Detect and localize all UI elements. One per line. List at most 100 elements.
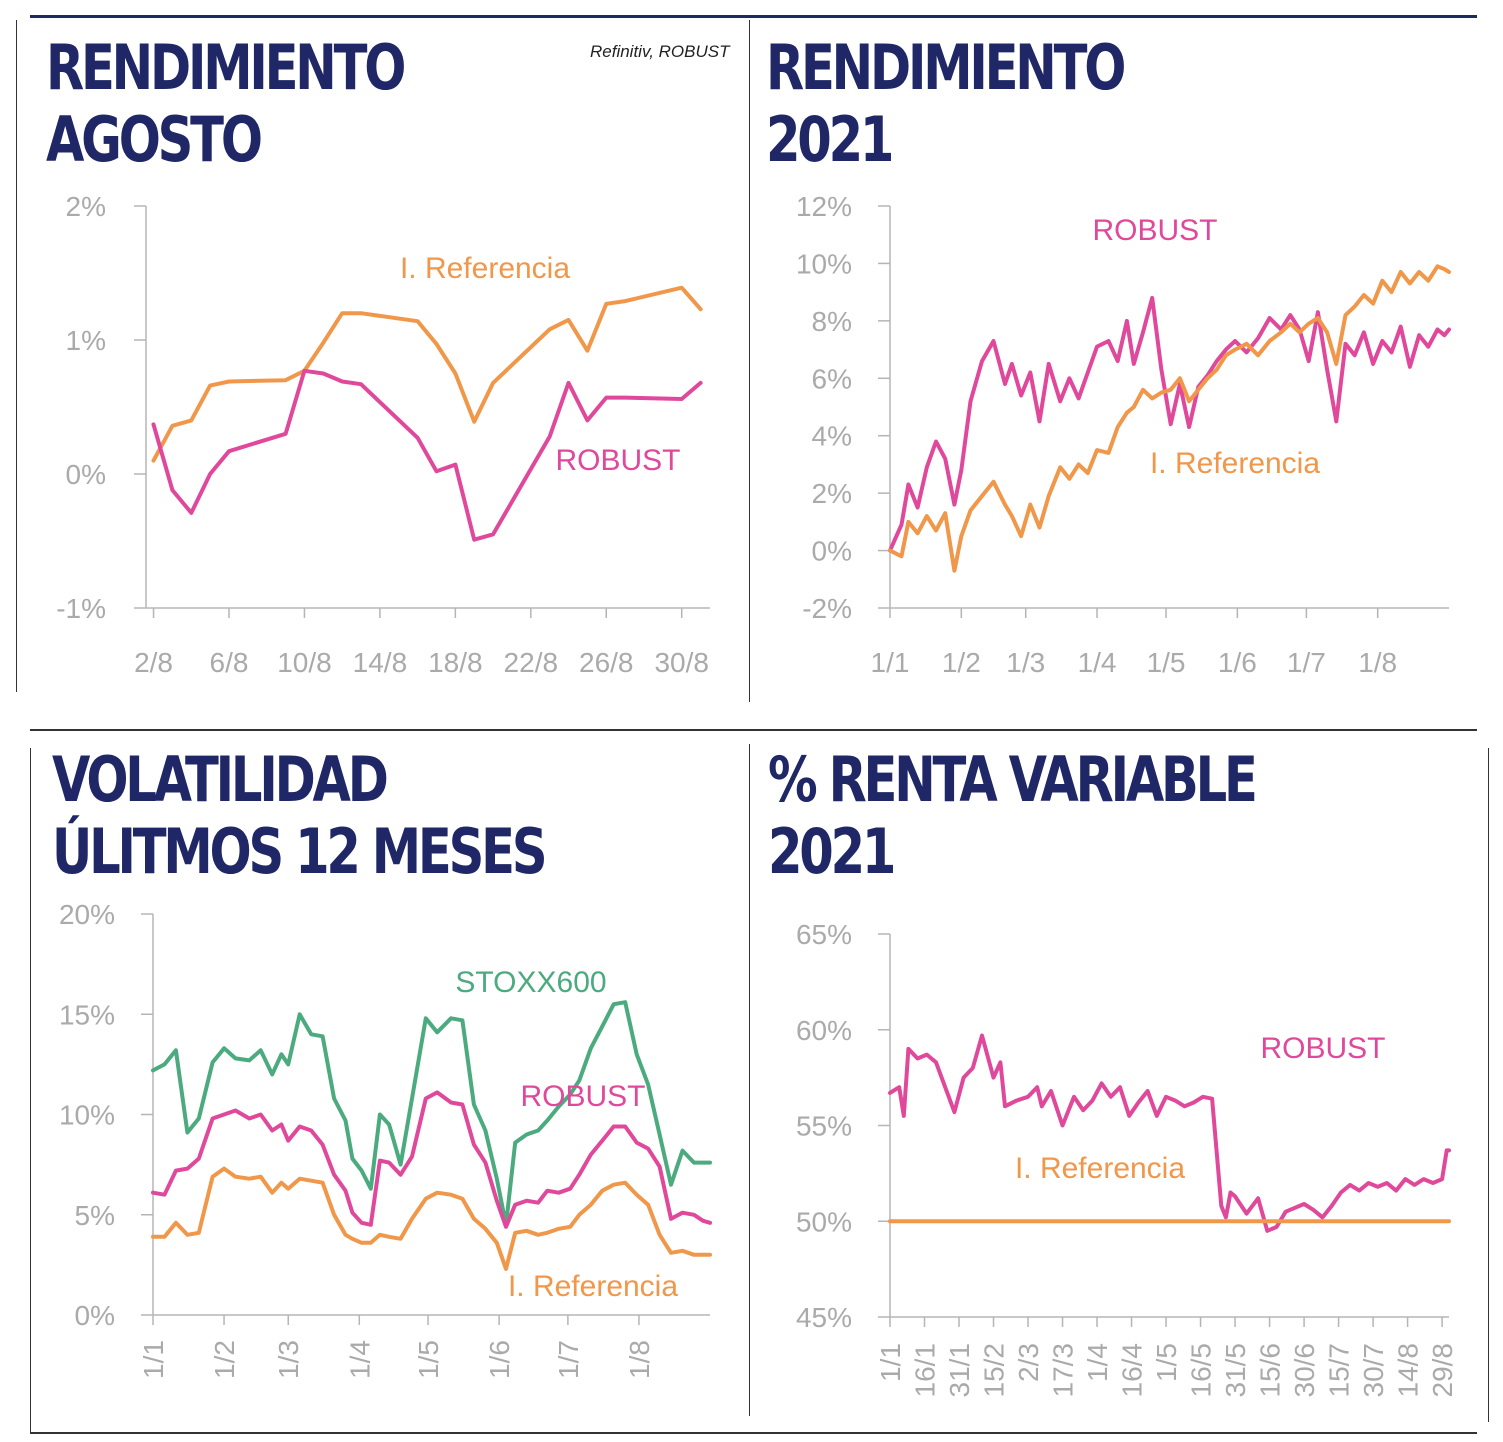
y-tick-label: 2% bbox=[66, 191, 106, 222]
x-tick-label: 15/7 bbox=[1324, 1343, 1355, 1398]
x-tick-label: 1/4 bbox=[1078, 647, 1117, 678]
x-tick-label: 31/1 bbox=[944, 1343, 975, 1398]
x-tick-label: 1/3 bbox=[1006, 647, 1045, 678]
title-line: AGOSTO bbox=[46, 103, 263, 176]
x-tick-label: 1/2 bbox=[942, 647, 981, 678]
x-tick-label: 18/8 bbox=[428, 647, 483, 678]
series-label-referencia: I. Referencia bbox=[400, 252, 570, 285]
x-tick-label: 1/5 bbox=[1151, 1343, 1182, 1382]
y-tick-label: 50% bbox=[796, 1206, 852, 1237]
series-line-stoxx bbox=[151, 1000, 712, 1227]
x-tick-label: 1/2 bbox=[209, 1340, 240, 1379]
y-tick-label: 0% bbox=[812, 536, 852, 567]
title-line: 2021 bbox=[766, 103, 894, 176]
x-tick-label: 1/7 bbox=[553, 1340, 584, 1379]
y-tick-label: 5% bbox=[75, 1200, 115, 1231]
x-tick-label: 15/6 bbox=[1255, 1343, 1286, 1398]
y-tick-label: 10% bbox=[796, 248, 852, 279]
series-line-robust bbox=[888, 1033, 1451, 1233]
panel-title-rendimiento-agosto: RENDIMIENTO AGOSTO bbox=[46, 31, 406, 176]
right-frame-bottom bbox=[1488, 748, 1489, 1422]
x-tick-label: 1/7 bbox=[1287, 647, 1326, 678]
x-tick-label: 22/8 bbox=[504, 647, 559, 678]
y-tick-label: -2% bbox=[802, 593, 852, 624]
y-tick-label: 20% bbox=[59, 899, 115, 930]
series-label-stoxx: STOXX600 bbox=[455, 966, 606, 999]
series-line-referencia bbox=[151, 285, 703, 463]
x-tick-label: 1/1 bbox=[875, 1343, 906, 1382]
x-tick-label: 26/8 bbox=[579, 647, 634, 678]
y-tick-label: 6% bbox=[812, 363, 852, 394]
series-label-robust: ROBUST bbox=[555, 444, 680, 477]
title-line: ÚLITMOS 12 MESES bbox=[52, 815, 548, 888]
x-tick-label: 30/8 bbox=[654, 647, 709, 678]
middle-rule bbox=[30, 729, 1477, 731]
y-tick-label: 8% bbox=[812, 306, 852, 337]
x-tick-label: 16/1 bbox=[910, 1343, 941, 1398]
x-tick-label: 1/1 bbox=[138, 1340, 169, 1379]
y-tick-label: 10% bbox=[59, 1100, 115, 1131]
x-tick-label: 1/8 bbox=[624, 1340, 655, 1379]
title-line: RENDIMIENTO bbox=[766, 31, 1126, 104]
x-tick-label: 1/8 bbox=[1358, 647, 1397, 678]
series-label-referencia: I. Referencia bbox=[1150, 447, 1320, 480]
y-tick-label: 2% bbox=[812, 478, 852, 509]
series-line-robust bbox=[151, 1090, 712, 1229]
panel-title-rendimiento-2021: RENDIMIENTO 2021 bbox=[766, 31, 1126, 176]
x-tick-label: 16/5 bbox=[1186, 1343, 1217, 1398]
y-tick-label: -1% bbox=[56, 593, 106, 624]
series-line-referencia bbox=[151, 1166, 712, 1271]
y-tick-label: 12% bbox=[796, 191, 852, 222]
y-tick-label: 4% bbox=[812, 421, 852, 452]
x-tick-label: 1/5 bbox=[1147, 647, 1186, 678]
series-line-robust bbox=[888, 295, 1451, 553]
x-tick-label: 31/5 bbox=[1220, 1343, 1251, 1398]
left-frame-bottom bbox=[30, 748, 31, 1432]
top-rule bbox=[30, 15, 1477, 18]
x-tick-label: 10/8 bbox=[277, 647, 332, 678]
left-frame-top bbox=[16, 20, 17, 692]
series-label-referencia: I. Referencia bbox=[508, 1270, 678, 1303]
x-tick-label: 2/8 bbox=[134, 647, 173, 678]
x-tick-label: 30/7 bbox=[1358, 1343, 1389, 1398]
y-tick-label: 60% bbox=[796, 1015, 852, 1046]
y-tick-label: 55% bbox=[796, 1111, 852, 1142]
x-tick-label: 30/6 bbox=[1289, 1343, 1320, 1398]
x-tick-label: 1/4 bbox=[1082, 1343, 1113, 1382]
series-line-robust bbox=[151, 368, 703, 542]
x-tick-label: 17/3 bbox=[1048, 1343, 1079, 1398]
y-tick-label: 15% bbox=[59, 999, 115, 1030]
x-tick-label: 14/8 bbox=[353, 647, 408, 678]
bottom-rule bbox=[30, 1432, 1477, 1434]
x-tick-label: 6/8 bbox=[210, 647, 249, 678]
series-label-referencia: I. Referencia bbox=[1015, 1152, 1185, 1185]
x-tick-label: 15/2 bbox=[979, 1343, 1010, 1398]
title-line: RENDIMIENTO bbox=[46, 31, 406, 104]
y-tick-label: 45% bbox=[796, 1302, 852, 1333]
title-line: VOLATILIDAD bbox=[52, 743, 389, 816]
y-tick-label: 0% bbox=[75, 1300, 115, 1331]
y-tick-label: 0% bbox=[66, 459, 106, 490]
x-tick-label: 16/4 bbox=[1117, 1343, 1148, 1398]
series-label-robust: ROBUST bbox=[520, 1080, 645, 1113]
title-line: % RENTA VARIABLE bbox=[768, 743, 1258, 816]
y-tick-label: 1% bbox=[66, 325, 106, 356]
series-label-robust: ROBUST bbox=[1260, 1032, 1385, 1065]
title-line: 2021 bbox=[768, 815, 896, 888]
x-tick-label: 1/4 bbox=[344, 1340, 375, 1379]
source-note: Refinitiv, ROBUST bbox=[590, 42, 730, 61]
divider-top bbox=[749, 20, 750, 702]
x-tick-label: 1/6 bbox=[484, 1340, 515, 1379]
x-tick-label: 1/5 bbox=[413, 1340, 444, 1379]
panel-title-renta-variable: % RENTA VARIABLE 2021 bbox=[768, 743, 1258, 888]
x-tick-label: 1/6 bbox=[1218, 647, 1257, 678]
panel-title-volatilidad: VOLATILIDAD ÚLITMOS 12 MESES bbox=[52, 743, 548, 888]
x-tick-label: 2/3 bbox=[1013, 1343, 1044, 1382]
x-tick-label: 1/1 bbox=[871, 647, 910, 678]
divider-bottom bbox=[749, 744, 750, 1416]
x-tick-label: 1/3 bbox=[273, 1340, 304, 1379]
series-label-robust: ROBUST bbox=[1092, 214, 1217, 247]
y-tick-label: 65% bbox=[796, 919, 852, 950]
x-tick-label: 14/8 bbox=[1393, 1343, 1424, 1398]
